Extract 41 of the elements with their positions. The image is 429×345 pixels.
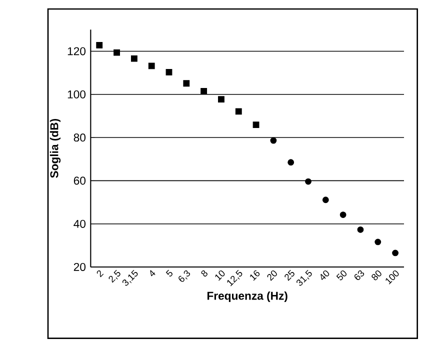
point [288, 159, 294, 166]
point [252, 122, 260, 128]
point [218, 96, 224, 103]
point [114, 49, 120, 56]
x-tick-label: 2 [96, 270, 104, 278]
point [374, 238, 382, 246]
point [130, 55, 138, 62]
x-tick-label: 50 [336, 270, 347, 280]
point [340, 212, 346, 218]
point [235, 108, 242, 115]
point [96, 42, 103, 48]
point [357, 226, 364, 233]
point [305, 178, 312, 185]
x-tick-label: 100 [386, 270, 399, 284]
y-axis-title: Soglia (dB) [50, 119, 61, 178]
point [200, 88, 208, 94]
x-tick-label: 5 [166, 270, 172, 277]
x-tick-label: 25 [284, 270, 294, 281]
y-tick-label: 120 [68, 47, 86, 56]
x-tick-label: 8 [201, 270, 208, 277]
x-tick-label: 16 [250, 270, 260, 281]
point [166, 68, 172, 76]
x-tick-label: 20 [267, 270, 277, 281]
y-tick-label: 20 [74, 262, 86, 271]
y-tick-label: 100 [68, 90, 86, 98]
x-tick-label: 4 [150, 270, 156, 276]
x-tick-label: 2,5 [108, 270, 120, 283]
y-tick-label: 60 [74, 176, 86, 185]
x-tick-label: 10 [215, 270, 225, 281]
x-tick-label: 6,3 [178, 270, 190, 282]
point [392, 250, 398, 256]
point [183, 80, 190, 87]
x-tick-label: 63 [354, 270, 364, 280]
point [322, 196, 329, 204]
y-tick-label: 40 [74, 220, 86, 228]
point [270, 137, 277, 144]
y-tick-label: 80 [74, 134, 86, 142]
point [148, 62, 155, 70]
x-tick-label: 80 [372, 270, 382, 280]
x-tick-label: 40 [320, 270, 330, 280]
x-axis-title: Frequenza (Hz) [207, 291, 288, 302]
